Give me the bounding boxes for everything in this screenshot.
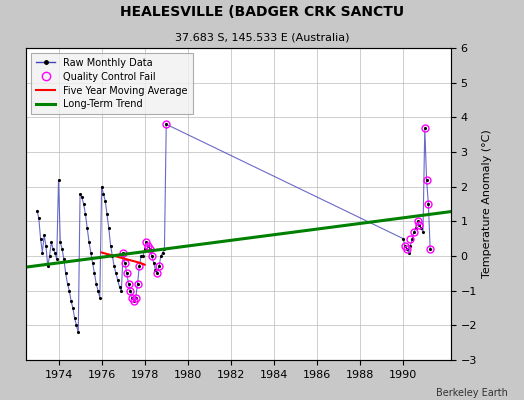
Text: HEALESVILLE (BADGER CRK SANCTU: HEALESVILLE (BADGER CRK SANCTU: [120, 5, 404, 19]
Text: 37.683 S, 145.533 E (Australia): 37.683 S, 145.533 E (Australia): [174, 32, 350, 42]
Legend: Raw Monthly Data, Quality Control Fail, Five Year Moving Average, Long-Term Tren: Raw Monthly Data, Quality Control Fail, …: [31, 53, 192, 114]
Text: Berkeley Earth: Berkeley Earth: [436, 388, 508, 398]
Y-axis label: Temperature Anomaly (°C): Temperature Anomaly (°C): [483, 130, 493, 278]
